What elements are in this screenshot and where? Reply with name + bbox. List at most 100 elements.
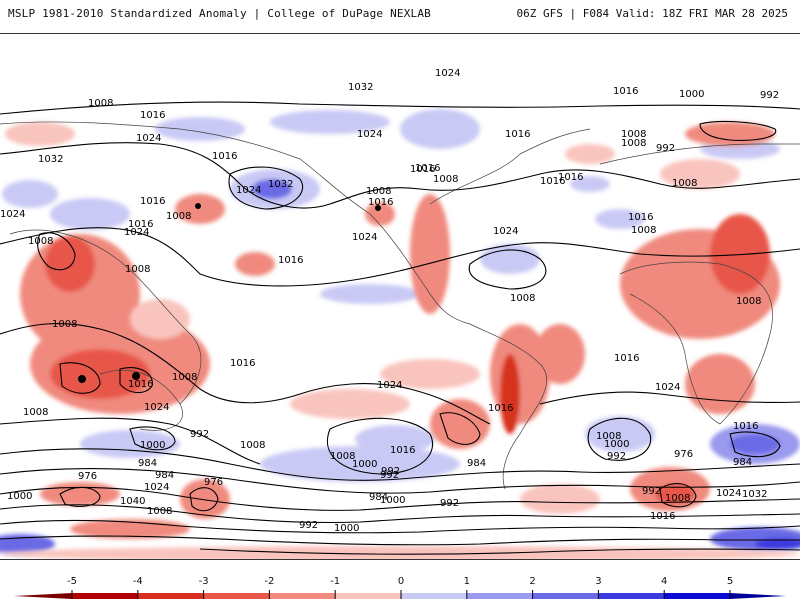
contour-label: 984 (733, 457, 752, 468)
contour-label: 1008 (330, 451, 355, 462)
contour-label: 1032 (742, 489, 767, 500)
isobars (0, 101, 800, 555)
colorbar-tick-label: -2 (264, 576, 275, 587)
colorbar-tick-label: 3 (595, 576, 602, 587)
contour-label: 992 (642, 486, 661, 497)
contour-label: 1016 (368, 197, 393, 208)
low-center-marker (78, 375, 86, 383)
colorbar-segment (598, 593, 665, 599)
colorbar-segment (664, 593, 730, 599)
contour-label: 1016 (140, 196, 165, 207)
low-center-marker (132, 372, 140, 380)
contour-label: 1024 (236, 185, 261, 196)
contour-label: 1000 (604, 439, 629, 450)
contour-label: 992 (381, 466, 400, 477)
pressure-centers (78, 203, 381, 383)
colorbar-tick-label: -5 (67, 576, 77, 587)
contour-label: 1008 (28, 236, 53, 247)
colorbar-tick-label: 0 (397, 576, 405, 587)
contour-label: 1024 (352, 232, 377, 243)
contour-label: 1016 (488, 403, 513, 414)
contour-label: 1008 (147, 506, 172, 517)
contour-label: 992 (380, 470, 399, 481)
contour-label: 1016 (614, 353, 639, 364)
contour-label: 976 (674, 449, 693, 460)
coastlines (0, 121, 800, 490)
contour-label: 1016 (410, 164, 435, 175)
contour-label: 1008 (433, 174, 458, 185)
contour-label: 984 (467, 458, 486, 469)
colorbar-segment (203, 593, 270, 599)
contour-label: 1000 (380, 495, 405, 506)
colorbar-segment (401, 593, 467, 599)
contour-label: 1008 (621, 138, 646, 149)
contour-label: 1024 (493, 226, 518, 237)
contour-label: 1016 (140, 110, 165, 121)
contour-label: 1008 (631, 225, 656, 236)
contour-label: 1008 (672, 178, 697, 189)
map-canvas: 1024 1032 1016 1008 1016 1000 992 1024 1… (0, 68, 800, 559)
contour-label: 1008 (621, 129, 646, 140)
low-center-marker (195, 203, 201, 209)
contour-label: 984 (155, 470, 174, 481)
contour-label: 1024 (357, 129, 382, 140)
contour-label: 992 (656, 143, 675, 154)
colorbar-tick-label: -3 (198, 576, 209, 587)
colorbar-min-arrow (14, 593, 72, 599)
low-center-marker (375, 205, 381, 211)
colorbar-segment (269, 593, 336, 599)
colorbar-segment (72, 593, 138, 599)
contour-label: 1008 (172, 372, 197, 383)
colorbar-max-arrow (730, 593, 786, 599)
colorbar-segment (335, 593, 401, 599)
anomaly-map: 1024 1032 1016 1008 1016 1000 992 1024 1… (0, 33, 800, 560)
contour-label: 1016 (128, 379, 153, 390)
contour-label: 1024 (144, 402, 169, 413)
contour-label: 1016 (613, 86, 638, 97)
contour-label: 1024 (124, 227, 149, 238)
contour-label: 1024 (144, 482, 169, 493)
contour-label: 1000 (679, 89, 704, 100)
contour-label: 1032 (38, 154, 63, 165)
contour-label: 1008 (88, 98, 113, 109)
model-run-info: 06Z GFS | F084 Valid: 18Z FRI MAR 28 202… (516, 7, 788, 20)
contour-label: 1008 (665, 493, 690, 504)
contour-label: 1024 (716, 488, 741, 499)
contour-label: 976 (204, 477, 223, 488)
colorbar-graphic (14, 590, 786, 599)
contour-label: 1008 (52, 319, 77, 330)
anomaly-colorbar (0, 560, 800, 600)
contour-label: 1016 (540, 176, 565, 187)
contour-label: 1016 (650, 511, 675, 522)
contour-label: 1008 (736, 296, 761, 307)
contour-label: 1008 (596, 431, 621, 442)
contour-label: 1008 (23, 407, 48, 418)
contour-label: 976 (78, 471, 97, 482)
contour-label: 1024 (377, 380, 402, 391)
contour-label: 1016 (558, 172, 583, 183)
colorbar-tick-label: -4 (132, 576, 143, 587)
colorbar-segment (466, 593, 533, 599)
colorbar-segment (137, 593, 204, 599)
contour-label: 1024 (435, 68, 460, 79)
colorbar-tick-label: 4 (661, 576, 668, 587)
contour-label: 992 (440, 498, 459, 509)
contour-label: 1024 (136, 133, 161, 144)
contour-label: 1016 (278, 255, 303, 266)
map-header: MSLP 1981-2010 Standardized Anomaly | Co… (0, 0, 800, 28)
contour-labels: 1024 1032 1016 1008 1016 1000 992 1024 1… (0, 68, 779, 534)
contour-label: 1008 (166, 211, 191, 222)
contour-label: 1000 (7, 491, 32, 502)
contour-label: 992 (190, 429, 209, 440)
contour-label: 1016 (415, 163, 440, 174)
contour-label: 1024 (0, 209, 25, 220)
colorbar-tick-label: 1 (463, 576, 470, 587)
contour-label: 1000 (140, 440, 165, 451)
contour-label: 1016 (505, 129, 530, 140)
contour-label: 1016 (390, 445, 415, 456)
map-title: MSLP 1981-2010 Standardized Anomaly | Co… (8, 7, 431, 20)
contour-label: 1032 (348, 82, 373, 93)
contour-label: 992 (760, 90, 779, 101)
contour-label: 1016 (212, 151, 237, 162)
contour-label: 1032 (268, 179, 293, 190)
